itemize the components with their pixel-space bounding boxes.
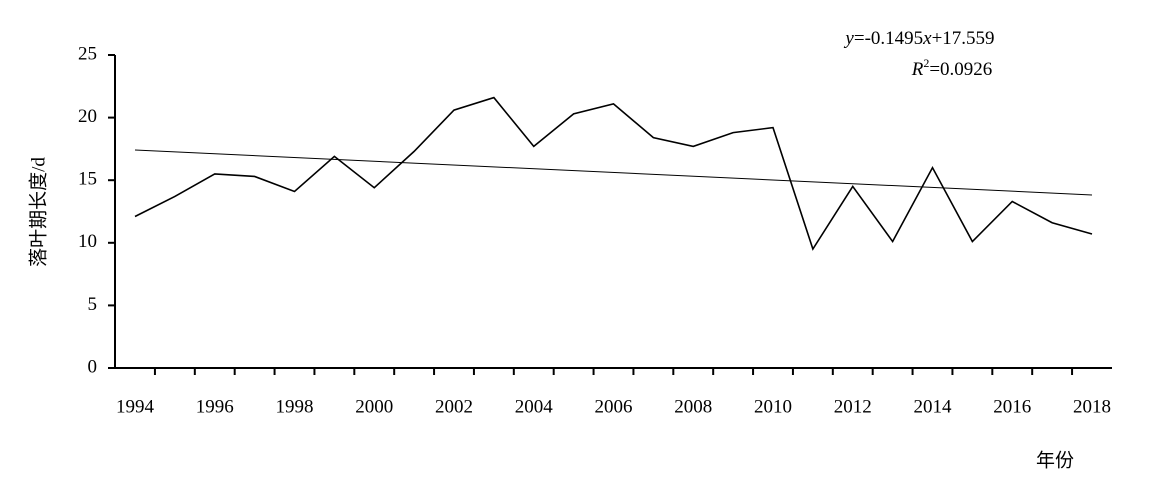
x-tick-label: 2006 <box>595 396 633 417</box>
y-axis-label: 落叶期长度/d <box>27 157 49 267</box>
y-tick-label: 25 <box>78 43 97 64</box>
x-tick-label: 2008 <box>674 396 712 417</box>
y-tick-label: 5 <box>88 294 98 315</box>
eq-const: +17.559 <box>932 28 995 49</box>
y-tick-label: 10 <box>78 231 97 252</box>
x-tick-label: 2010 <box>754 396 792 417</box>
r-power: 2 <box>923 56 929 70</box>
x-tick-label: 2004 <box>515 396 554 417</box>
x-tick-label: 2014 <box>914 396 953 417</box>
x-tick-label: 2000 <box>355 396 393 417</box>
r-squared: R2=0.0926 <box>911 56 993 81</box>
y-tick-label: 15 <box>78 169 97 190</box>
x-tick-label: 1996 <box>196 396 234 417</box>
x-tick-label: 2002 <box>435 396 473 417</box>
x-tick-label: 2012 <box>834 396 872 417</box>
x-tick-label: 1994 <box>116 396 155 417</box>
x-tick-label: 1998 <box>276 396 314 417</box>
y-tick-label: 20 <box>78 106 97 127</box>
r-letter: R <box>911 59 924 80</box>
y-tick-label: 0 <box>88 356 98 377</box>
trend-equation: y=-0.1495x+17.559 <box>843 28 994 49</box>
eq-y: y <box>843 28 854 49</box>
eq-x: x <box>922 28 932 49</box>
x-tick-label: 2018 <box>1073 396 1111 417</box>
r-value: =0.0926 <box>929 59 992 80</box>
eq-coef: =-0.1495 <box>854 28 923 49</box>
x-tick-label: 2016 <box>993 396 1031 417</box>
trendline <box>134 149 1093 196</box>
x-axis-label: 年份 <box>1036 449 1074 471</box>
data-line <box>134 96 1093 251</box>
